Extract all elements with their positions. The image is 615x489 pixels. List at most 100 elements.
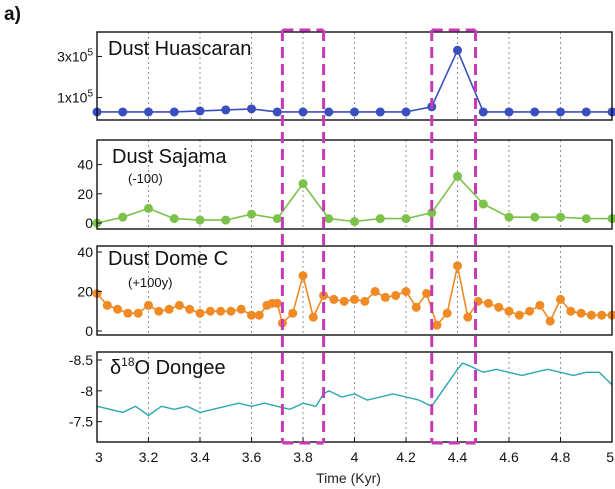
data-point	[607, 214, 615, 224]
data-point	[504, 306, 514, 316]
data-point	[586, 310, 596, 320]
data-point	[504, 107, 514, 117]
data-point	[375, 214, 385, 224]
panel-background	[97, 140, 612, 229]
x-tick-label: 3	[95, 449, 103, 465]
data-point	[339, 296, 349, 306]
x-tick-label: 3.4	[190, 449, 210, 465]
data-point	[478, 199, 488, 209]
grid	[148, 352, 561, 442]
data-point	[597, 310, 607, 320]
data-point	[216, 306, 226, 316]
data-point	[195, 106, 205, 116]
data-point	[422, 288, 432, 298]
data-point	[254, 310, 264, 320]
panel-title: Dust Dome C	[108, 248, 228, 270]
data-point	[329, 294, 339, 304]
panel-background	[97, 246, 612, 335]
panel-4: -8.5 -8 -7.5 δ18O Dongee	[69, 351, 613, 443]
data-point	[453, 261, 462, 271]
data-point	[556, 294, 565, 304]
data-point	[556, 212, 565, 222]
x-tick-label: 4.8	[551, 449, 571, 465]
series-line	[96, 362, 613, 417]
data-point	[401, 214, 411, 224]
panel-background	[97, 32, 612, 120]
data-point	[324, 107, 334, 117]
data-point	[581, 107, 591, 117]
data-point	[453, 171, 462, 181]
panel-2: 0 20 40 Dust Sajama (-100)	[77, 139, 615, 231]
data-point	[530, 212, 540, 222]
data-point	[535, 300, 545, 310]
data-point	[272, 298, 282, 308]
data-point	[169, 214, 179, 224]
figure-label: a)	[4, 4, 21, 25]
data-point	[350, 217, 359, 227]
data-point	[118, 107, 128, 117]
y-tick-label-exponent: 5	[87, 47, 93, 58]
panel-title: Dust Sajama	[112, 146, 227, 168]
y-tick-label: 1x105	[57, 89, 93, 106]
y-tick-label-exponent: 5	[87, 89, 93, 100]
data-point	[360, 296, 370, 306]
data-point	[566, 306, 576, 316]
y-tick-label: 20	[77, 186, 93, 202]
data-point	[576, 308, 586, 318]
data-point	[133, 308, 143, 318]
panel-note: (+100y)	[128, 275, 172, 290]
data-point	[581, 214, 591, 224]
data-point	[221, 215, 231, 225]
panel-note: (-100)	[128, 171, 163, 186]
data-point	[272, 107, 282, 117]
data-point	[113, 304, 123, 314]
data-point	[514, 310, 524, 320]
data-point	[169, 107, 179, 117]
data-point	[556, 107, 565, 117]
panel-frame	[96, 139, 613, 230]
data-point	[272, 214, 282, 224]
data-point	[453, 45, 462, 55]
data-point	[463, 312, 473, 322]
y-tick-label: 0	[85, 215, 93, 231]
title-superscript: 18	[121, 355, 135, 369]
data-point	[483, 298, 493, 308]
data-point	[144, 203, 153, 213]
data-point	[164, 304, 174, 314]
y-tick-label: 3x105	[57, 47, 93, 64]
data-point	[494, 302, 504, 312]
highlight-bands	[280, 28, 478, 445]
data-point	[185, 304, 195, 314]
data-point	[350, 294, 359, 304]
y-tick-label: 20	[77, 284, 93, 300]
data-point	[221, 105, 231, 115]
y-tick-label: 40	[77, 244, 93, 260]
y-tick-label: 40	[77, 157, 93, 173]
data-point	[247, 104, 256, 114]
data-point	[123, 308, 133, 318]
data-point	[478, 107, 488, 117]
panel-3: 0 20 40 Dust Dome C (+100y)	[77, 244, 615, 339]
data-point	[401, 287, 411, 296]
data-point	[530, 107, 540, 117]
data-point	[391, 290, 401, 300]
data-point	[247, 209, 256, 219]
data-point	[247, 310, 256, 320]
data-point	[525, 306, 535, 316]
y-tick-label: -7.5	[69, 414, 93, 430]
y-tick-label-base: 1x10	[57, 90, 88, 106]
data-point	[298, 271, 308, 281]
title-prefix: δ	[110, 357, 121, 379]
data-point	[144, 300, 153, 310]
x-tick-label: 4	[351, 449, 359, 465]
x-axis-title: Time (Kyr)	[316, 470, 381, 486]
x-tick-label: 4.4	[448, 449, 468, 465]
data-point	[607, 310, 615, 320]
data-point	[324, 214, 334, 224]
data-point	[308, 312, 318, 322]
data-point	[298, 107, 308, 117]
data-point	[370, 287, 380, 296]
x-tick-label: 4.6	[499, 449, 519, 465]
